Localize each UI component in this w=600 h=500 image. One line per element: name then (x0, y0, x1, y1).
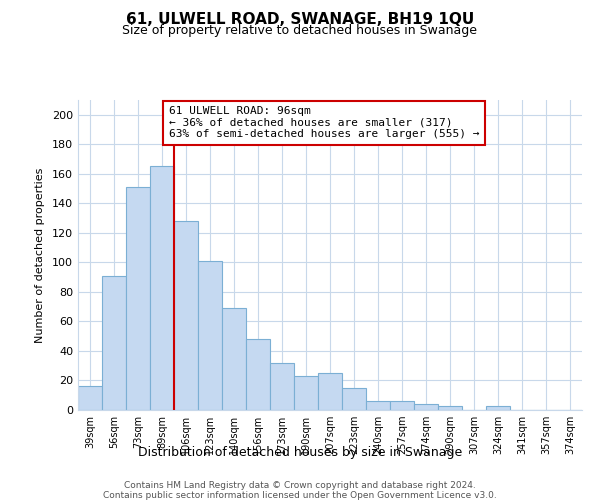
Bar (438, 406, 462, 410)
Bar (390, 401, 414, 410)
Bar (342, 388, 366, 410)
Bar (486, 406, 510, 410)
Text: 61 ULWELL ROAD: 96sqm
← 36% of detached houses are smaller (317)
63% of semi-det: 61 ULWELL ROAD: 96sqm ← 36% of detached … (169, 106, 479, 140)
Bar (198, 261, 222, 410)
Text: Contains public sector information licensed under the Open Government Licence v3: Contains public sector information licen… (103, 490, 497, 500)
Bar (102, 276, 126, 410)
Text: Size of property relative to detached houses in Swanage: Size of property relative to detached ho… (122, 24, 478, 37)
Y-axis label: Number of detached properties: Number of detached properties (35, 168, 45, 342)
Text: Contains HM Land Registry data © Crown copyright and database right 2024.: Contains HM Land Registry data © Crown c… (124, 482, 476, 490)
Bar (318, 373, 342, 410)
Text: 61, ULWELL ROAD, SWANAGE, BH19 1QU: 61, ULWELL ROAD, SWANAGE, BH19 1QU (126, 12, 474, 28)
Bar (366, 401, 390, 410)
Bar (270, 363, 294, 410)
Bar (126, 187, 150, 410)
Bar (174, 221, 198, 410)
Bar (294, 376, 318, 410)
Bar (78, 386, 102, 410)
Bar (150, 166, 174, 410)
Text: Distribution of detached houses by size in Swanage: Distribution of detached houses by size … (138, 446, 462, 459)
Bar (414, 404, 438, 410)
Bar (222, 308, 246, 410)
Bar (246, 339, 270, 410)
